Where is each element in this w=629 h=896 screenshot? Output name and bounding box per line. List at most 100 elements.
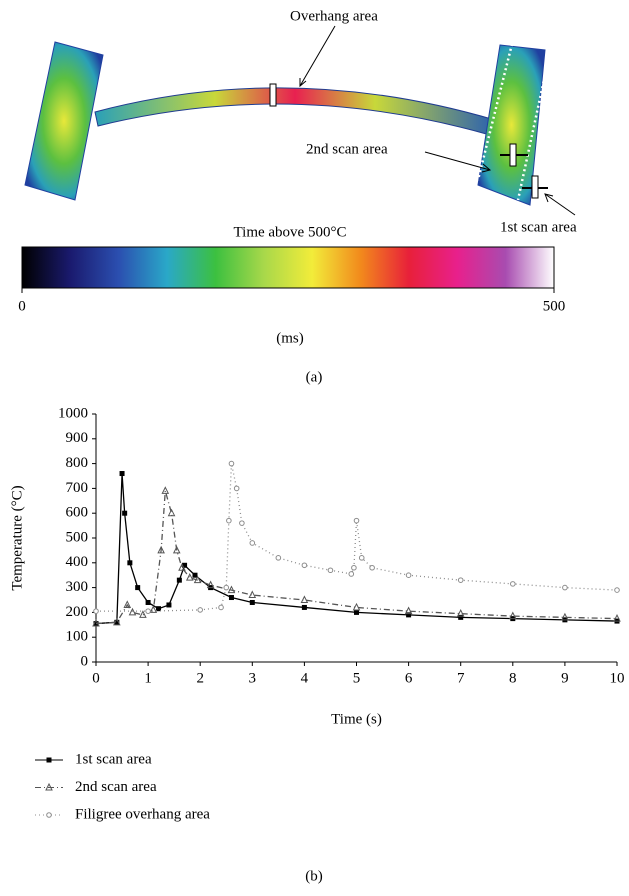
annotation: 1st scan area <box>500 219 577 235</box>
marker <box>157 545 165 554</box>
thermal-image <box>24 25 576 216</box>
marker <box>166 602 172 608</box>
marker <box>178 563 186 571</box>
marker <box>404 606 413 615</box>
marker <box>223 584 230 591</box>
y-tick-label: 900 <box>66 430 89 446</box>
x-tick-label: 1 <box>144 670 152 686</box>
y-tick-label: 400 <box>66 554 89 570</box>
marker <box>127 560 133 566</box>
y-tick-label: 300 <box>66 579 89 595</box>
marker <box>456 609 465 617</box>
marker <box>123 600 132 608</box>
marker <box>161 486 170 494</box>
marker <box>46 757 52 763</box>
y-tick-label: 200 <box>66 604 89 620</box>
marker <box>156 606 162 612</box>
marker <box>135 585 141 591</box>
marker <box>122 510 128 516</box>
marker <box>149 605 158 613</box>
marker <box>353 517 360 524</box>
marker <box>185 573 194 581</box>
marker <box>182 562 188 568</box>
y-tick-label: 800 <box>66 455 89 471</box>
marker <box>613 613 621 622</box>
x-tick-label: 2 <box>196 670 204 686</box>
legend-label: 2nd scan area <box>75 779 157 795</box>
x-tick-label: 10 <box>610 670 625 686</box>
marker <box>93 608 99 614</box>
marker <box>352 602 361 611</box>
marker <box>562 584 568 591</box>
marker <box>457 577 464 583</box>
marker <box>301 562 308 569</box>
marker <box>113 617 121 626</box>
panel-label: (a) <box>306 369 323 385</box>
y-axis-label: Temperature (°C) <box>9 485 25 590</box>
y-tick-label: 700 <box>66 480 89 496</box>
marker <box>301 604 307 610</box>
marker <box>145 608 151 614</box>
legend-label: Filigree overhang area <box>75 806 210 822</box>
marker <box>233 485 240 492</box>
marker <box>227 585 236 594</box>
marker <box>239 520 245 526</box>
axis-label: (ms) <box>276 330 304 346</box>
x-tick-label: 9 <box>561 670 569 686</box>
x-tick-label: 6 <box>405 670 413 686</box>
annotation: 2nd scan area <box>306 141 388 157</box>
marker <box>249 540 256 546</box>
marker <box>327 567 334 574</box>
marker <box>510 581 516 587</box>
marker <box>405 572 412 579</box>
marker <box>351 564 357 571</box>
marker <box>197 607 203 613</box>
marker <box>172 545 181 554</box>
marker <box>406 612 412 618</box>
y-tick-label: 600 <box>66 505 89 521</box>
series-line <box>95 473 618 625</box>
marker <box>139 610 147 618</box>
y-tick-label: 1000 <box>58 405 88 421</box>
marker <box>176 577 182 583</box>
marker <box>206 580 215 589</box>
x-tick-label: 8 <box>509 670 517 686</box>
y-tick-label: 100 <box>66 629 89 645</box>
tick-label: 500 <box>543 298 566 314</box>
legend-label: 1st scan area <box>75 751 152 767</box>
marker <box>249 599 255 605</box>
marker <box>128 607 137 616</box>
marker <box>228 595 234 601</box>
marker <box>192 572 198 578</box>
series-line <box>96 463 618 612</box>
panel-label: (b) <box>305 868 323 884</box>
marker <box>193 575 202 584</box>
x-tick-label: 3 <box>249 670 257 686</box>
colorbar-title: Time above 500°C <box>234 224 347 240</box>
marker <box>228 460 235 467</box>
marker <box>300 595 309 603</box>
marker <box>119 471 125 477</box>
tick-label: 0 <box>18 298 26 314</box>
colorbar <box>21 246 555 289</box>
x-axis-label: Time (s) <box>331 711 382 727</box>
marker <box>354 609 359 615</box>
x-tick-label: 5 <box>353 670 361 686</box>
marker <box>46 812 52 818</box>
marker <box>45 782 53 791</box>
marker <box>145 599 151 605</box>
marker <box>369 564 375 571</box>
x-tick-label: 7 <box>457 670 465 686</box>
marker <box>226 517 232 524</box>
marker <box>561 612 569 621</box>
marker <box>614 587 620 593</box>
marker <box>348 571 355 577</box>
marker <box>248 590 257 599</box>
annotation: Overhang area <box>290 8 378 24</box>
series-line <box>95 490 618 625</box>
marker <box>358 555 365 561</box>
marker <box>92 618 100 627</box>
marker <box>275 555 282 561</box>
